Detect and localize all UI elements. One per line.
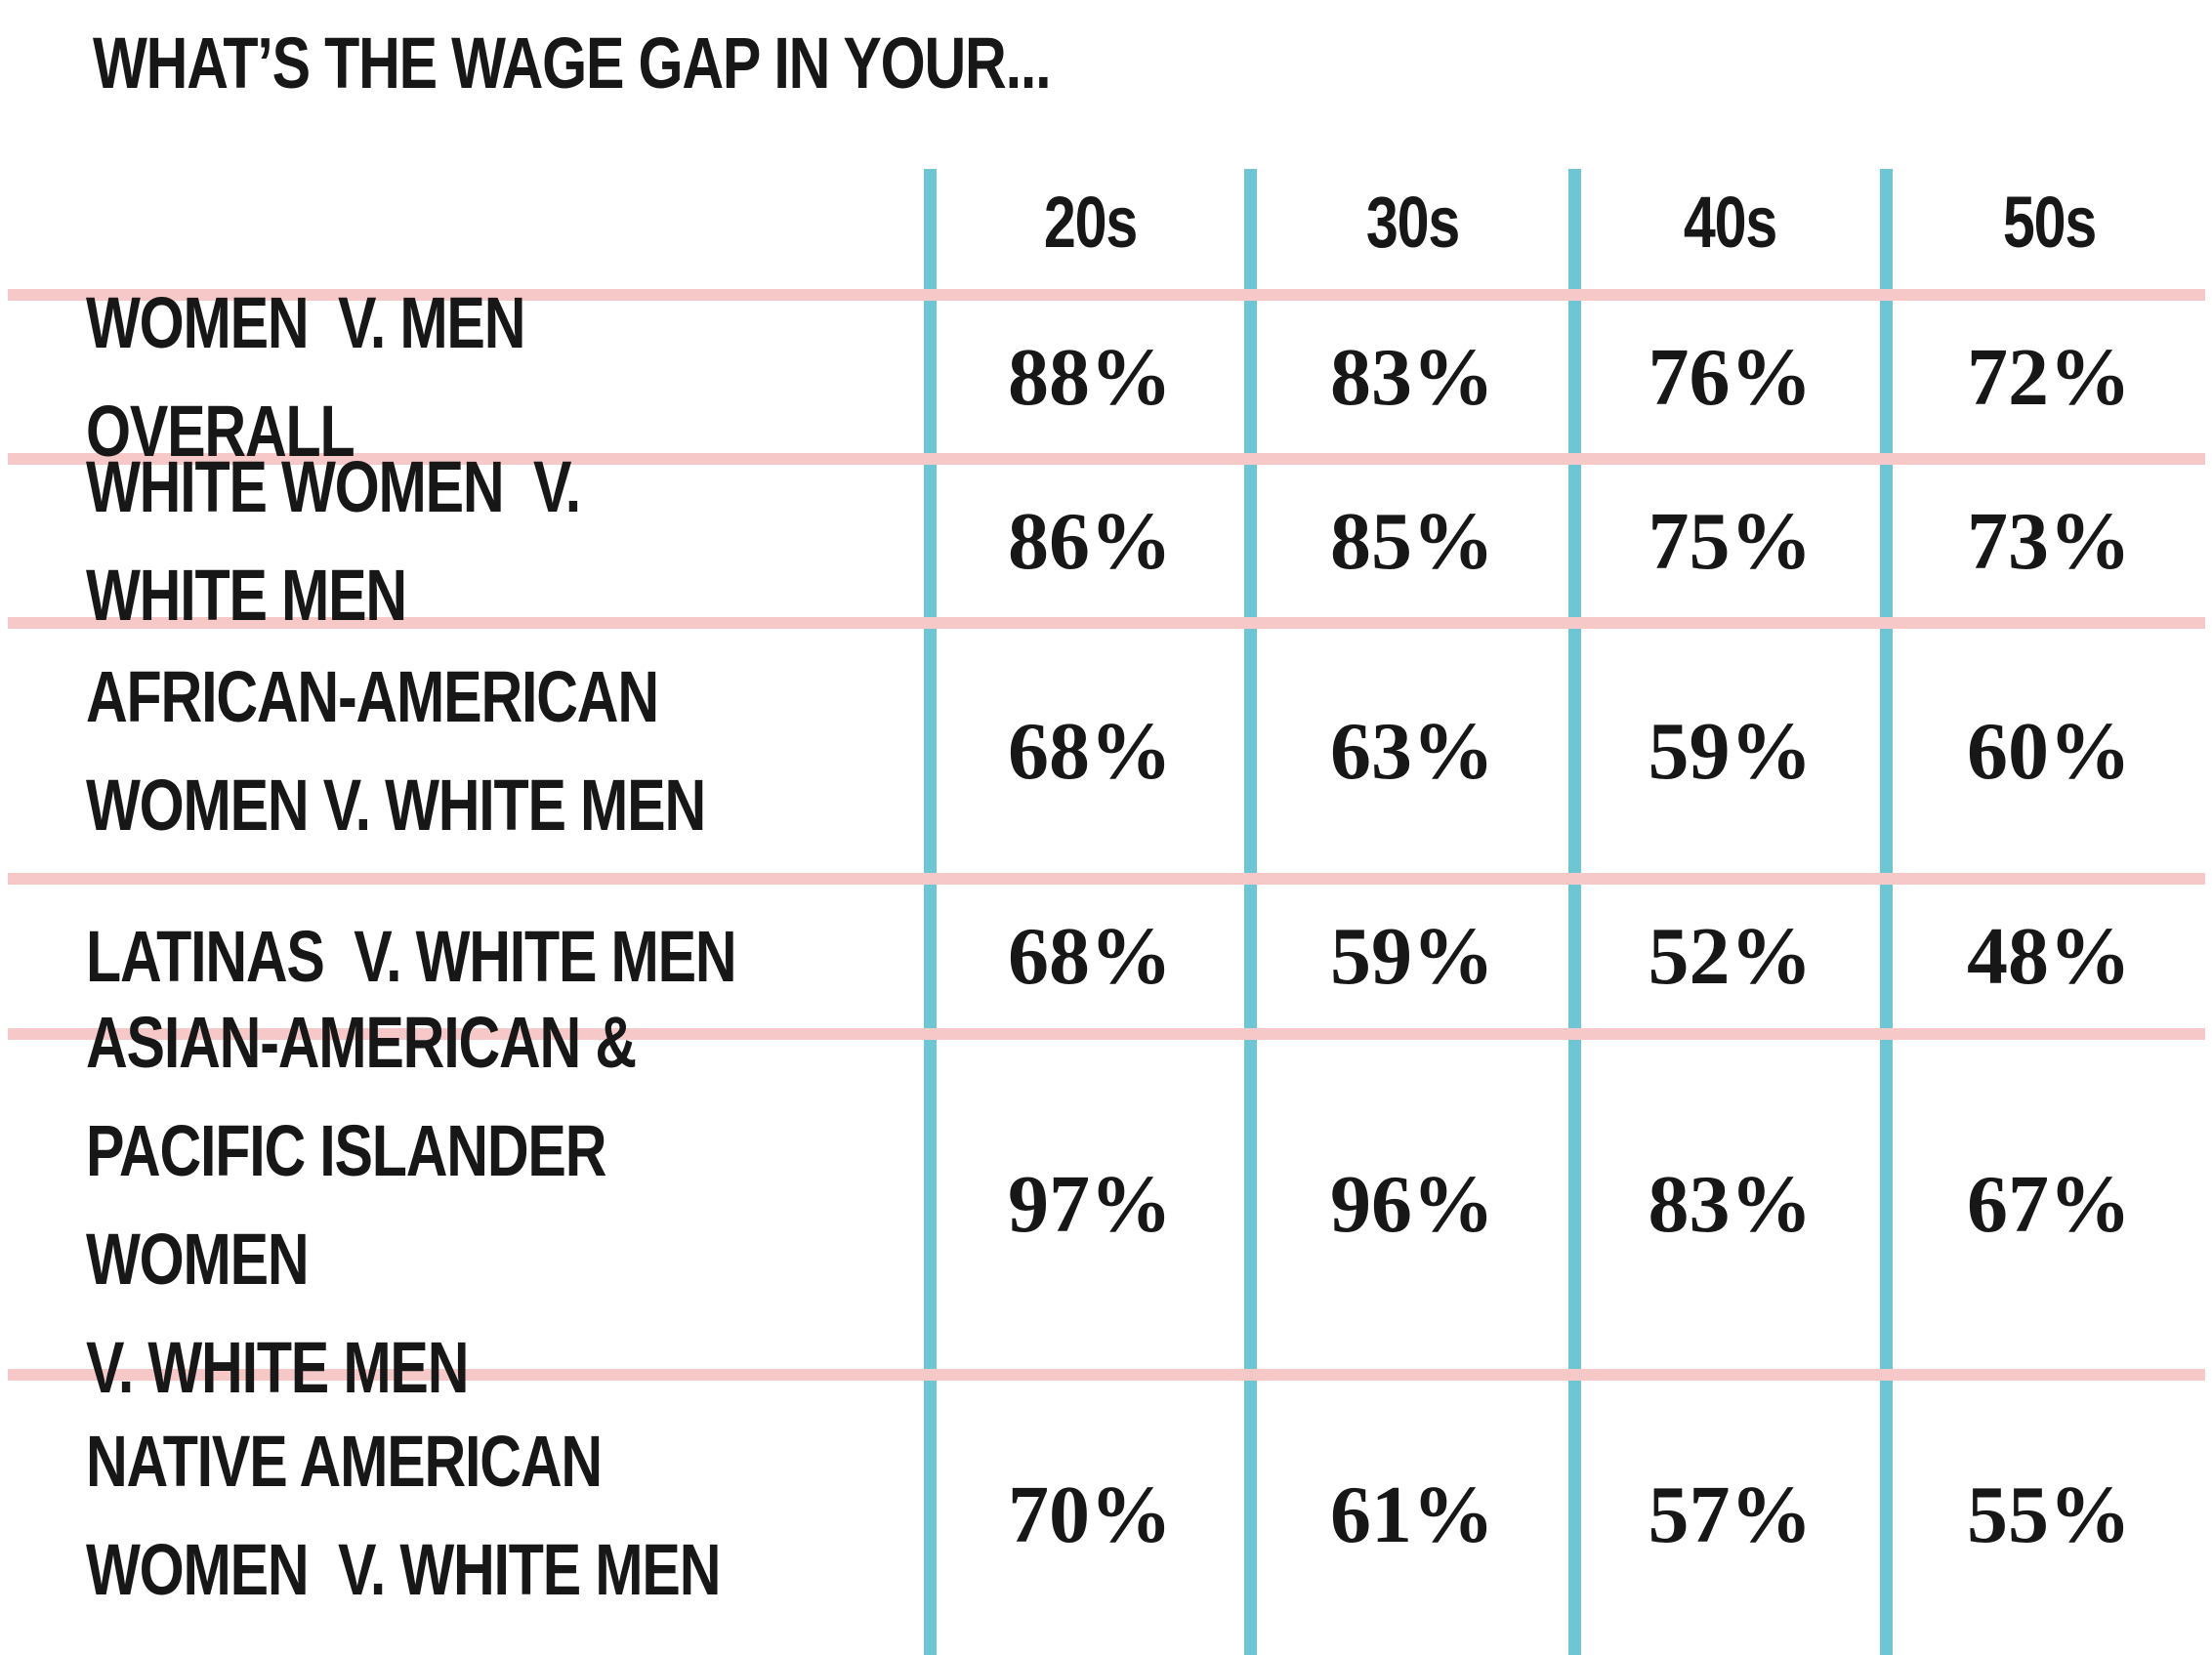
value-cell: 61% bbox=[1330, 1469, 1494, 1560]
value-cell: 48% bbox=[1967, 911, 2131, 1002]
column-header-20s: 20s bbox=[1043, 182, 1137, 263]
value-cell: 75% bbox=[1648, 495, 1813, 587]
value-cell: 60% bbox=[1967, 705, 2131, 797]
wage-gap-table: 20s 30s 40s 50s WOMEN V. MEN OVERALL 88%… bbox=[0, 169, 2212, 1655]
value-cell: 55% bbox=[1967, 1469, 2131, 1560]
column-divider-2 bbox=[1244, 169, 1257, 1655]
value-cell: 59% bbox=[1648, 705, 1813, 797]
row-label-native-american-women-v-white-men: NATIVE AMERICAN WOMEN V. WHITE MEN bbox=[86, 1420, 721, 1610]
row-divider-6 bbox=[8, 1369, 2205, 1381]
value-cell: 83% bbox=[1648, 1159, 1813, 1250]
value-cell: 86% bbox=[1008, 495, 1172, 587]
value-cell: 96% bbox=[1330, 1159, 1494, 1250]
row-divider-1 bbox=[8, 289, 2205, 301]
row-label-white-women-v-white-men: WHITE WOMEN V. WHITE MEN bbox=[86, 446, 596, 636]
column-divider-3 bbox=[1568, 169, 1581, 1655]
row-label-african-american-women-v-white-men: AFRICAN-AMERICAN WOMEN V. WHITE MEN bbox=[86, 656, 706, 846]
value-cell: 83% bbox=[1330, 331, 1494, 423]
row-label-asian-american-pacific-islander-women-v-white-men: ASIAN-AMERICAN & PACIFIC ISLANDER WOMEN … bbox=[86, 1001, 637, 1408]
value-cell: 59% bbox=[1330, 911, 1494, 1002]
value-cell: 52% bbox=[1648, 911, 1813, 1002]
value-cell: 97% bbox=[1008, 1159, 1172, 1250]
value-cell: 68% bbox=[1008, 705, 1172, 797]
value-cell: 85% bbox=[1330, 495, 1494, 587]
column-divider-1 bbox=[924, 169, 937, 1655]
value-cell: 76% bbox=[1648, 331, 1813, 423]
value-cell: 88% bbox=[1008, 331, 1172, 423]
row-label-women-v-men-overall: WOMEN V. MEN OVERALL bbox=[86, 282, 540, 472]
row-divider-3 bbox=[8, 617, 2205, 629]
value-cell: 63% bbox=[1330, 705, 1494, 797]
page-title: WHAT’S THE WAGE GAP IN YOUR... bbox=[93, 22, 1052, 103]
row-divider-2 bbox=[8, 453, 2205, 465]
row-label-latinas-v-white-men: LATINAS V. WHITE MEN bbox=[86, 916, 737, 997]
value-cell: 68% bbox=[1008, 911, 1172, 1002]
row-divider-5 bbox=[8, 1028, 2205, 1040]
column-header-40s: 40s bbox=[1683, 182, 1777, 263]
value-cell: 57% bbox=[1648, 1469, 1813, 1560]
value-cell: 70% bbox=[1008, 1469, 1172, 1560]
value-cell: 73% bbox=[1967, 495, 2131, 587]
column-header-50s: 50s bbox=[2002, 182, 2096, 263]
row-divider-4 bbox=[8, 873, 2205, 885]
value-cell: 72% bbox=[1967, 331, 2131, 423]
column-divider-4 bbox=[1880, 169, 1893, 1655]
column-header-30s: 30s bbox=[1365, 182, 1459, 263]
value-cell: 67% bbox=[1967, 1159, 2131, 1250]
